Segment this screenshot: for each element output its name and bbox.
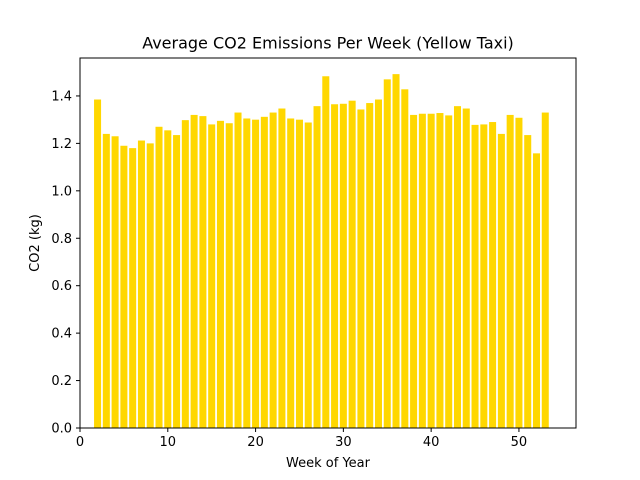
bar-week-9 bbox=[155, 126, 163, 428]
bar-week-37 bbox=[401, 89, 409, 428]
x-tick-label: 0 bbox=[76, 435, 84, 450]
bar-week-17 bbox=[225, 123, 233, 428]
bar-week-5 bbox=[120, 145, 128, 428]
y-axis-title: CO2 (kg) bbox=[28, 214, 43, 272]
bar-week-20 bbox=[252, 119, 260, 429]
bar-week-10 bbox=[164, 130, 172, 428]
bar-week-48 bbox=[497, 133, 505, 428]
bar-week-7 bbox=[137, 140, 145, 429]
bar-week-40 bbox=[427, 113, 435, 429]
y-tick-label: 0.6 bbox=[51, 279, 72, 294]
bar-week-6 bbox=[129, 148, 137, 428]
bar-week-24 bbox=[287, 118, 295, 428]
bar-week-3 bbox=[102, 133, 110, 428]
bar-week-38 bbox=[410, 114, 418, 429]
bar-week-8 bbox=[146, 143, 154, 428]
bar-week-13 bbox=[190, 114, 198, 429]
x-tick-label: 40 bbox=[423, 435, 440, 450]
bar-week-27 bbox=[313, 106, 321, 429]
bar-week-36 bbox=[392, 74, 400, 428]
bar-week-21 bbox=[260, 116, 268, 428]
bar-week-29 bbox=[331, 104, 339, 428]
bar-week-35 bbox=[383, 79, 391, 428]
bar-week-39 bbox=[418, 113, 426, 429]
bar-week-52 bbox=[532, 153, 540, 428]
bar-week-45 bbox=[471, 124, 479, 428]
y-tick-label: 1.4 bbox=[51, 89, 72, 104]
bar-week-22 bbox=[269, 112, 277, 429]
bar-week-32 bbox=[357, 109, 365, 428]
bar-week-4 bbox=[111, 136, 119, 428]
bar-week-49 bbox=[506, 114, 514, 429]
x-tick-label: 20 bbox=[247, 435, 264, 450]
bar-week-47 bbox=[489, 122, 497, 428]
bar-week-44 bbox=[462, 108, 470, 429]
x-tick-label: 10 bbox=[160, 435, 177, 450]
x-axis-title: Week of Year bbox=[286, 456, 371, 471]
bar-week-42 bbox=[445, 115, 453, 429]
bar-week-34 bbox=[374, 99, 382, 428]
bar-week-11 bbox=[173, 135, 181, 428]
y-axis-ticks: 0.0 0.2 0.4 0.6 0.8 1.0 1.2 1.4 bbox=[51, 89, 80, 437]
bar-week-53 bbox=[541, 112, 549, 429]
bar-week-16 bbox=[216, 120, 224, 428]
bars-group bbox=[94, 74, 549, 429]
bar-week-28 bbox=[322, 76, 330, 428]
bar-week-43 bbox=[453, 106, 461, 429]
bar-week-31 bbox=[348, 100, 356, 428]
y-tick-label: 1.0 bbox=[51, 184, 72, 199]
bar-week-2 bbox=[94, 99, 102, 428]
y-tick-label: 1.2 bbox=[51, 137, 72, 152]
bar-week-46 bbox=[480, 124, 488, 428]
bar-week-30 bbox=[339, 103, 347, 428]
bar-week-19 bbox=[243, 118, 251, 428]
chart-title: Average CO2 Emissions Per Week (Yellow T… bbox=[142, 34, 514, 53]
x-axis-ticks: 0 10 20 30 40 50 bbox=[76, 428, 527, 450]
bar-week-25 bbox=[295, 119, 303, 429]
y-tick-label: 0.8 bbox=[51, 232, 72, 247]
bar-week-15 bbox=[208, 124, 216, 428]
bar-week-18 bbox=[234, 112, 242, 429]
bar-week-12 bbox=[181, 120, 189, 428]
bar-week-14 bbox=[199, 116, 207, 429]
y-tick-label: 0.4 bbox=[51, 327, 72, 342]
plot-frame bbox=[79, 57, 577, 429]
bar-week-41 bbox=[436, 113, 444, 428]
bar-week-51 bbox=[524, 135, 532, 428]
bar-week-23 bbox=[278, 108, 286, 429]
y-tick-label: 0.0 bbox=[51, 422, 72, 437]
bar-week-26 bbox=[304, 122, 312, 428]
bar-week-33 bbox=[366, 103, 374, 428]
x-tick-label: 50 bbox=[511, 435, 528, 450]
bar-week-50 bbox=[515, 117, 523, 429]
y-tick-label: 0.2 bbox=[51, 374, 72, 389]
x-tick-label: 30 bbox=[335, 435, 352, 450]
